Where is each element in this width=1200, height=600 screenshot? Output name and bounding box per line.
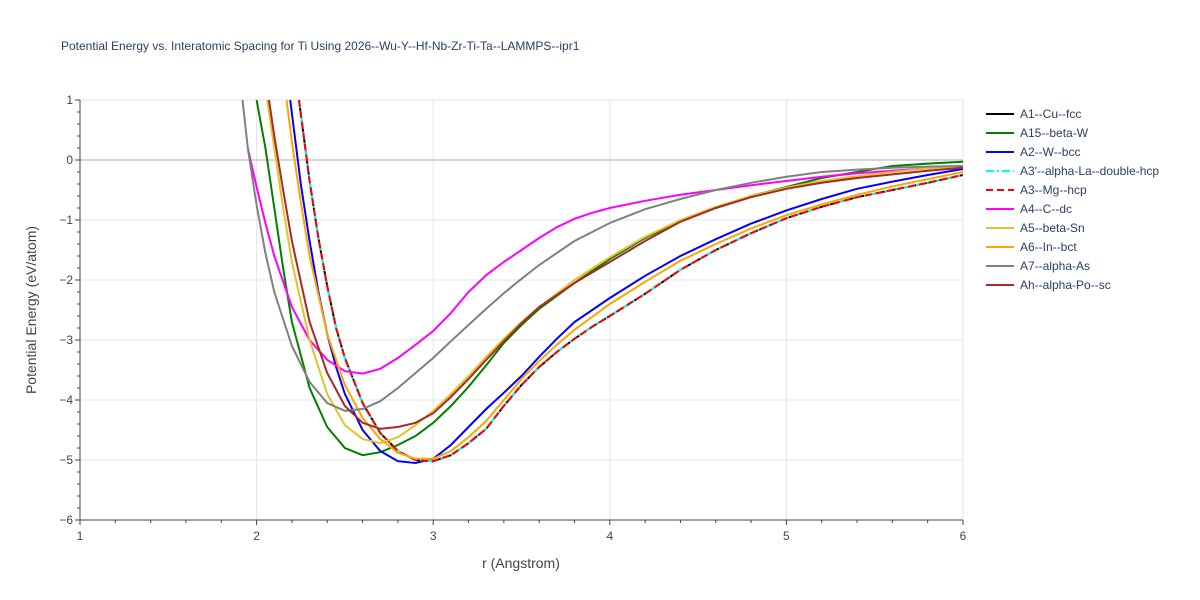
chart-title: Potential Energy vs. Interatomic Spacing…	[61, 39, 580, 53]
series-line-2	[289, 100, 963, 465]
legend-label: A2--W--bcc	[1020, 145, 1080, 159]
legend-label: A3--Mg--hcp	[1020, 183, 1087, 197]
series-line-9	[268, 100, 963, 430]
legend-label: Ah--alpha-Po--sc	[1020, 278, 1111, 292]
x-tick-label: 4	[606, 529, 613, 543]
legend-item[interactable]: A15--beta-W	[986, 126, 1089, 140]
legend-label: A3'--alpha-La--double-hcp	[1020, 164, 1159, 178]
legend-item[interactable]: A3'--alpha-La--double-hcp	[986, 164, 1159, 178]
y-tick-label: 0	[66, 153, 73, 167]
x-axis-title: r (Angstrom)	[482, 555, 560, 571]
legend-item[interactable]: A1--Cu--fcc	[986, 107, 1081, 121]
legend-label: A15--beta-W	[1020, 126, 1089, 140]
y-tick-label: −6	[59, 513, 73, 527]
axes: 1 2 3 4 5 6 −6 −5 −4 −3 −2 −1 0 1	[59, 93, 966, 543]
x-tick-label: 3	[430, 529, 437, 543]
y-tick-label: −5	[59, 453, 73, 467]
y-tick-label: 1	[66, 93, 73, 107]
x-tick-label: 5	[783, 529, 790, 543]
y-axis-title: Potential Energy (eV/atom)	[23, 226, 39, 394]
legend-item[interactable]: Ah--alpha-Po--sc	[986, 278, 1111, 292]
x-tick-label: 2	[253, 529, 260, 543]
legend-label: A7--alpha-As	[1020, 259, 1090, 273]
x-tick-label: 6	[960, 529, 967, 543]
series-line-4	[298, 100, 963, 463]
series-line-6	[266, 100, 963, 445]
legend-item[interactable]: A5--beta-Sn	[986, 221, 1085, 235]
y-tick-label: −2	[59, 273, 73, 287]
legend-item[interactable]: A4--C--dc	[986, 202, 1072, 216]
legend-label: A5--beta-Sn	[1020, 221, 1085, 235]
legend[interactable]: A1--Cu--fcc A15--beta-W A2--W--bcc A3'--alp…	[986, 107, 1159, 292]
series-line-8	[241, 100, 963, 412]
y-tick-label: −1	[59, 213, 73, 227]
y-tick-label: −4	[59, 393, 73, 407]
series-line-3	[298, 100, 963, 463]
series-line-7	[285, 100, 963, 460]
legend-item[interactable]: A2--W--bcc	[986, 145, 1080, 159]
legend-label: A6--In--bct	[1020, 240, 1077, 254]
series-line-5	[246, 147, 963, 375]
legend-item[interactable]: A3--Mg--hcp	[986, 183, 1087, 197]
y-tick-label: −3	[59, 333, 73, 347]
legend-label: A1--Cu--fcc	[1020, 107, 1081, 121]
legend-label: A4--C--dc	[1020, 202, 1072, 216]
legend-item[interactable]: A7--alpha-As	[986, 259, 1090, 273]
x-tick-label: 1	[77, 529, 84, 543]
plot-area	[241, 100, 963, 465]
legend-item[interactable]: A6--In--bct	[986, 240, 1077, 254]
